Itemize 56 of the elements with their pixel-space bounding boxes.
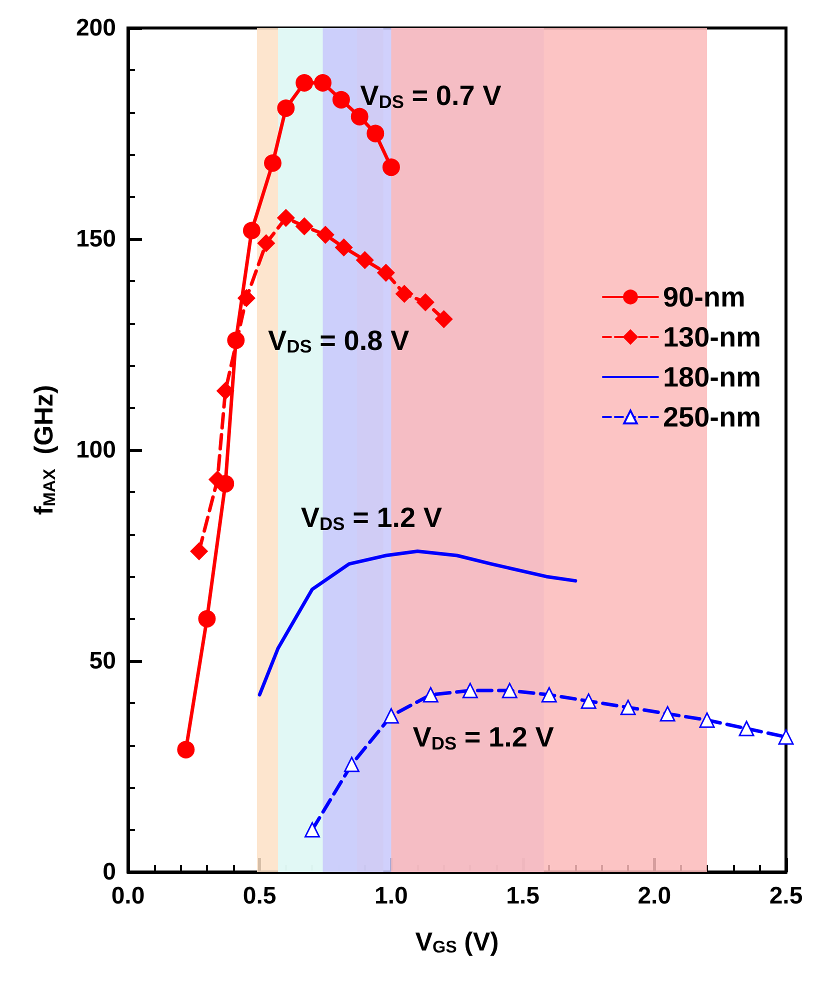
point bbox=[738, 720, 754, 736]
x-tick-label: 0.0 bbox=[111, 882, 145, 910]
y-tick-label: 0 bbox=[102, 858, 116, 886]
point bbox=[316, 226, 334, 244]
point bbox=[277, 209, 295, 227]
legend-label: 250-nm bbox=[662, 402, 762, 432]
point bbox=[314, 74, 332, 92]
point bbox=[350, 108, 368, 126]
point bbox=[366, 124, 384, 142]
point bbox=[660, 706, 676, 722]
point bbox=[264, 154, 282, 172]
point bbox=[257, 234, 275, 252]
y-axis-title: fMAX (GHz) bbox=[28, 385, 59, 515]
legend-label: 180-nm bbox=[662, 362, 762, 392]
point bbox=[383, 708, 399, 724]
point bbox=[416, 294, 434, 312]
point bbox=[198, 610, 216, 628]
x-tick-label: 2.5 bbox=[769, 882, 803, 910]
point bbox=[304, 822, 320, 838]
point bbox=[335, 238, 353, 256]
point bbox=[377, 264, 395, 282]
point bbox=[435, 310, 453, 328]
x-tick-label: 1.5 bbox=[506, 882, 540, 910]
point bbox=[238, 289, 256, 307]
line-series bbox=[258, 550, 578, 697]
x-tick-label: 2.0 bbox=[638, 882, 672, 910]
point bbox=[541, 687, 557, 703]
y-tick-label: 100 bbox=[76, 436, 116, 464]
point bbox=[277, 99, 295, 117]
point bbox=[242, 222, 260, 240]
point bbox=[778, 729, 794, 745]
y-tick-label: 200 bbox=[76, 14, 116, 42]
point bbox=[620, 700, 636, 716]
point bbox=[296, 218, 314, 236]
point bbox=[344, 756, 360, 772]
point bbox=[356, 251, 374, 269]
x-tick-label: 0.5 bbox=[242, 882, 276, 910]
legend-label: 90-nm bbox=[662, 282, 746, 312]
point bbox=[227, 332, 245, 350]
point bbox=[190, 542, 208, 560]
legend-label: 130-nm bbox=[662, 322, 762, 352]
point bbox=[332, 90, 350, 108]
x-tick-label: 1.0 bbox=[374, 882, 408, 910]
point bbox=[396, 285, 414, 303]
point bbox=[177, 740, 195, 758]
point bbox=[462, 682, 478, 698]
point bbox=[296, 74, 314, 92]
y-tick-label: 50 bbox=[89, 648, 116, 674]
point bbox=[216, 382, 234, 400]
point bbox=[422, 687, 438, 703]
point bbox=[699, 712, 715, 728]
point bbox=[502, 682, 518, 698]
y-tick-label: 150 bbox=[76, 226, 116, 252]
point bbox=[580, 693, 596, 709]
point bbox=[382, 158, 400, 176]
x-axis-title: VGS (V) bbox=[415, 926, 499, 957]
